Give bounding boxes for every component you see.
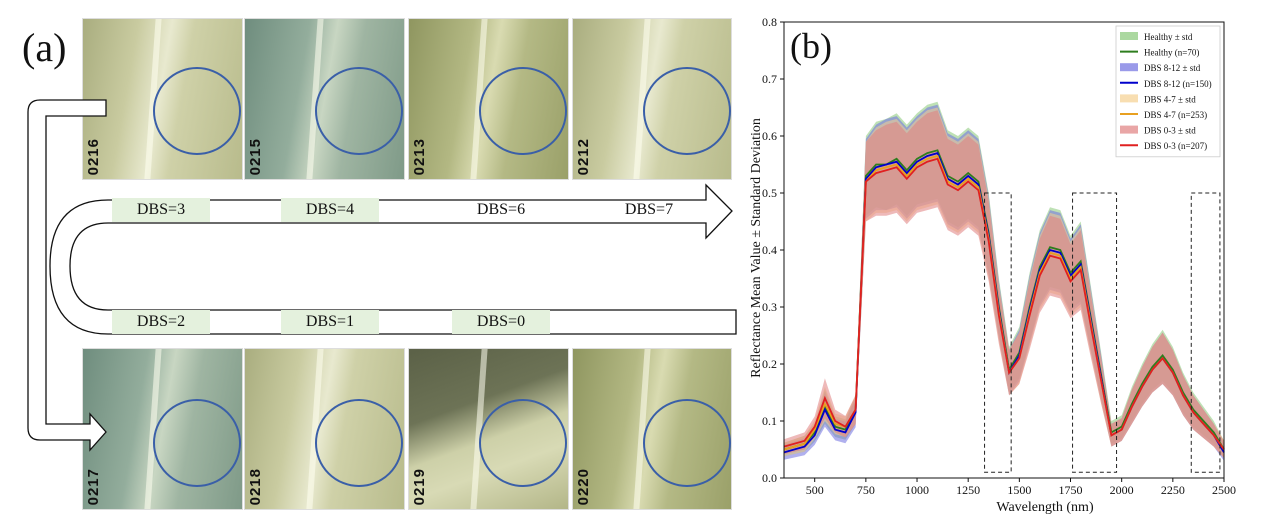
top-leaf-image: 0215	[244, 18, 405, 180]
bottom-leaf-image: 0219	[408, 348, 569, 510]
legend-line-label: DBS 8-12 (n=150)	[1144, 79, 1212, 89]
top-leaf-image: 0212	[572, 18, 732, 180]
dbs-label-bottom-3: DBS=0	[452, 310, 550, 334]
dbs-label-top-4: DBS=7	[624, 201, 674, 218]
sample-circle	[153, 399, 241, 487]
std-band-3	[784, 110, 1224, 459]
dbs-label-top-3: DBS=6	[476, 201, 526, 218]
sample-circle	[153, 67, 241, 155]
legend: Healthy ± std Healthy (n=70) DBS 8-12 ± st…	[1115, 25, 1221, 158]
legend-band-label: DBS 0-3 ± std	[1144, 126, 1196, 136]
legend-line-label: DBS 4-7 (n=253)	[1144, 110, 1207, 120]
sample-circle	[643, 399, 731, 487]
bottom-leaf-image: 0220	[572, 348, 732, 510]
bottom-leaf-image: 0217	[82, 348, 243, 510]
u-flow-arrow	[49, 183, 737, 335]
sample-circle	[479, 67, 567, 155]
bottom-leaf-image: 0218	[244, 348, 405, 510]
legend-band-swatch	[1120, 32, 1138, 40]
x-tick-label: 2000	[1110, 483, 1134, 497]
y-tick-label: 0.8	[762, 15, 777, 29]
panel-a: (a) 0216 0215 0213 0212 0217 0218 0219 0220 DB…	[22, 18, 737, 510]
top-leaf-image: 0213	[408, 18, 569, 180]
y-tick-label: 0.7	[762, 72, 777, 86]
y-tick-label: 0.3	[762, 300, 777, 314]
highlight-region-2	[1190, 192, 1221, 473]
top-leaf-image: 0216	[82, 18, 243, 180]
highlight-region-0	[984, 192, 1012, 473]
sample-circle	[315, 399, 403, 487]
dbs-label-bottom-2: DBS=1	[281, 310, 379, 334]
y-tick-label: 0.1	[762, 414, 777, 428]
dbs-label-bottom-1: DBS=2	[112, 310, 210, 334]
x-axis-label: Wavelength (nm)	[996, 500, 1094, 515]
legend-band-swatch	[1120, 94, 1138, 103]
spectral-chart: 500 750 1000 1250 1500 1750 2000 2250 2500 0.0 0.1…	[749, 15, 1236, 515]
legend-band-label: DBS 4-7 ± std	[1144, 94, 1196, 104]
axes: 500 750 1000 1250 1500 1750 2000 2250 2500 0.0 0.1…	[762, 15, 1236, 497]
y-tick-label: 0.5	[762, 186, 777, 200]
legend-band-label: DBS 8-12 ± std	[1144, 63, 1201, 73]
sample-circle	[643, 67, 731, 155]
mean-line-0	[783, 149, 1225, 451]
highlight-regions	[984, 192, 1221, 473]
x-tick-label: 2500	[1212, 483, 1236, 497]
x-tick-label: 500	[806, 483, 824, 497]
x-tick-label: 750	[857, 483, 875, 497]
panel-b-label: (b)	[790, 26, 832, 66]
legend-box	[1115, 25, 1221, 158]
dbs-label-top-1: DBS=3	[112, 198, 210, 222]
x-tick-label: 2250	[1161, 483, 1185, 497]
sample-circle	[315, 67, 403, 155]
flow-arrows	[27, 99, 737, 452]
std-band-2	[784, 107, 1224, 459]
y-axis-label: Reflectance Mean Value ± Standard Deviat…	[749, 118, 764, 378]
down-flow-arrow	[27, 99, 107, 452]
x-tick-label: 1000	[905, 483, 929, 497]
highlight-region-1	[1072, 192, 1118, 473]
mean-lines	[783, 149, 1225, 454]
legend-band-label: Healthy ± std	[1144, 32, 1193, 42]
mean-line-2	[783, 154, 1225, 451]
mean-line-3	[783, 157, 1225, 451]
sample-circle	[479, 399, 567, 487]
y-tick-label: 0.6	[762, 129, 777, 143]
std-bands	[784, 101, 1224, 461]
legend-band-swatch	[1120, 125, 1138, 134]
x-tick-label: 1750	[1059, 483, 1083, 497]
legend-line-label: Healthy (n=70)	[1144, 48, 1199, 58]
legend-band-swatch	[1120, 63, 1138, 72]
y-tick-label: 0.4	[762, 243, 777, 257]
panel-a-label: (a)	[22, 25, 67, 70]
dbs-label-top-2: DBS=4	[281, 198, 379, 222]
x-tick-label: 1500	[1007, 483, 1031, 497]
legend-line-label: DBS 0-3 (n=207)	[1144, 141, 1207, 151]
y-tick-label: 0.0	[762, 471, 777, 485]
x-tick-label: 1250	[956, 483, 980, 497]
y-tick-label: 0.2	[762, 357, 777, 371]
